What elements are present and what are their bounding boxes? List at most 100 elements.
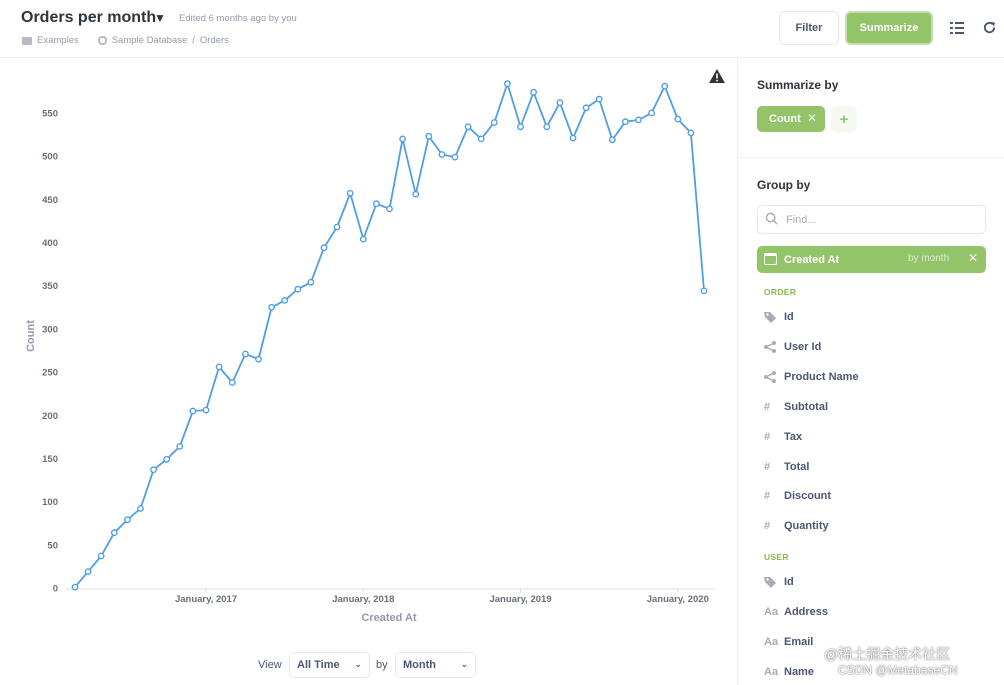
text-icon: Aa xyxy=(764,606,779,618)
field-order-subtotal[interactable]: # Subtotal xyxy=(764,398,828,416)
data-point[interactable] xyxy=(294,285,302,293)
series-line-count[interactable] xyxy=(74,82,705,588)
data-point[interactable] xyxy=(150,466,158,474)
line-chart[interactable]: 0 50 100 150 200 250 300 350 400 450 500 550 January… xyxy=(0,58,737,643)
time-range-select[interactable]: All Time ⌄ xyxy=(289,652,370,678)
data-point[interactable] xyxy=(281,296,289,304)
summarize-button[interactable]: Summarize xyxy=(845,11,933,45)
data-point[interactable] xyxy=(255,355,262,363)
data-point[interactable] xyxy=(84,568,92,575)
data-point[interactable] xyxy=(399,135,406,143)
database-icon xyxy=(97,36,107,45)
field-order-user-id[interactable]: User Id xyxy=(764,338,821,356)
data-point[interactable] xyxy=(687,129,695,137)
number-icon: # xyxy=(764,490,771,502)
data-point[interactable] xyxy=(71,583,79,591)
data-point[interactable] xyxy=(582,104,590,112)
edited-info[interactable]: Edited 6 months ago by you xyxy=(179,13,297,24)
data-point[interactable] xyxy=(490,119,498,126)
summarize-sidebar: Summarize by Count ✕ + Group by Find... … xyxy=(737,58,1004,685)
data-point[interactable] xyxy=(595,95,603,103)
data-point[interactable] xyxy=(700,287,708,295)
x-tick-label: January, 2017 xyxy=(175,594,237,605)
data-point[interactable] xyxy=(202,406,210,414)
data-point[interactable] xyxy=(386,205,393,213)
data-point[interactable] xyxy=(425,132,433,140)
field-order-total[interactable]: # Total xyxy=(764,458,809,476)
data-point[interactable] xyxy=(556,99,564,107)
data-point[interactable] xyxy=(517,123,524,131)
close-icon[interactable]: ✕ xyxy=(967,251,978,265)
number-icon: # xyxy=(764,431,771,443)
data-point[interactable] xyxy=(648,109,655,117)
data-point[interactable] xyxy=(543,123,551,131)
data-point[interactable] xyxy=(412,190,420,198)
y-tick-label: 200 xyxy=(42,411,58,422)
data-point[interactable] xyxy=(530,88,537,96)
data-point[interactable] xyxy=(477,135,485,143)
field-user-email[interactable]: Aa Email xyxy=(764,633,813,651)
find-input[interactable]: Find... xyxy=(757,205,986,234)
data-point[interactable] xyxy=(438,151,446,158)
data-point[interactable] xyxy=(451,153,459,161)
data-point[interactable] xyxy=(97,552,105,560)
filter-button[interactable]: Filter xyxy=(779,11,839,45)
field-order-quantity[interactable]: # Quantity xyxy=(764,517,829,535)
data-point[interactable] xyxy=(464,123,472,131)
breadcrumb-collection[interactable]: Examples xyxy=(37,35,79,46)
data-point[interactable] xyxy=(569,134,577,142)
close-icon[interactable]: ✕ xyxy=(806,111,817,125)
field-order-discount[interactable]: # Discount xyxy=(764,487,831,505)
data-point[interactable] xyxy=(503,80,511,88)
breadcrumb-table[interactable]: Orders xyxy=(199,35,229,46)
data-point[interactable] xyxy=(635,116,642,124)
data-point[interactable] xyxy=(189,407,197,415)
time-unit-select[interactable]: Month ⌄ xyxy=(395,652,476,678)
warning-icon[interactable] xyxy=(709,69,725,83)
data-point[interactable] xyxy=(307,278,315,286)
list-settings-icon[interactable] xyxy=(950,22,964,34)
data-point[interactable] xyxy=(176,442,184,450)
y-tick-label: 150 xyxy=(42,454,58,465)
y-tick-label: 250 xyxy=(42,368,58,379)
data-point[interactable] xyxy=(622,118,629,126)
field-order-tax[interactable]: # Tax xyxy=(764,428,802,446)
group-pill-created-at[interactable]: Created At by month ✕ xyxy=(757,246,986,273)
data-point[interactable] xyxy=(110,529,118,537)
group-unit[interactable]: by month xyxy=(908,253,950,264)
field-user-id[interactable]: Id xyxy=(764,573,794,591)
time-range-value: All Time xyxy=(297,659,340,671)
data-point[interactable] xyxy=(359,235,367,243)
data-point[interactable] xyxy=(333,223,341,231)
chevron-down-icon[interactable]: ▼ xyxy=(154,11,166,25)
data-point[interactable] xyxy=(228,379,236,386)
data-point[interactable] xyxy=(163,455,171,463)
field-user-name[interactable]: Aa Name xyxy=(764,663,814,681)
watermark-line-2: CSDN @MetabaseCN xyxy=(838,663,958,677)
chart-area: 0 50 100 150 200 250 300 350 400 450 500 550 January… xyxy=(0,58,737,685)
add-metric-button[interactable]: + xyxy=(831,106,857,132)
y-tick-label: 50 xyxy=(47,540,58,551)
data-point[interactable] xyxy=(372,200,380,208)
data-point[interactable] xyxy=(215,363,223,371)
data-point[interactable] xyxy=(608,136,616,144)
metric-pill-count[interactable]: Count ✕ xyxy=(757,106,825,132)
data-point[interactable] xyxy=(268,303,275,311)
data-point[interactable] xyxy=(320,244,328,252)
metric-label: Count xyxy=(769,113,801,125)
field-label: User Id xyxy=(784,341,822,353)
data-point[interactable] xyxy=(124,516,131,524)
page-title[interactable]: Orders per month xyxy=(21,9,157,26)
field-user-address[interactable]: Aa Address xyxy=(764,603,828,621)
data-point[interactable] xyxy=(674,115,682,123)
time-unit-value: Month xyxy=(403,659,436,671)
field-order-id[interactable]: Id xyxy=(764,308,794,326)
data-point[interactable] xyxy=(346,189,354,197)
data-point[interactable] xyxy=(241,350,249,358)
field-order-product-name[interactable]: Product Name xyxy=(764,368,859,386)
data-point[interactable] xyxy=(661,82,669,90)
breadcrumb-database[interactable]: Sample Database xyxy=(111,35,188,46)
data-point[interactable] xyxy=(137,505,144,512)
field-label: Subtotal xyxy=(784,401,828,413)
refresh-icon[interactable] xyxy=(982,20,997,35)
